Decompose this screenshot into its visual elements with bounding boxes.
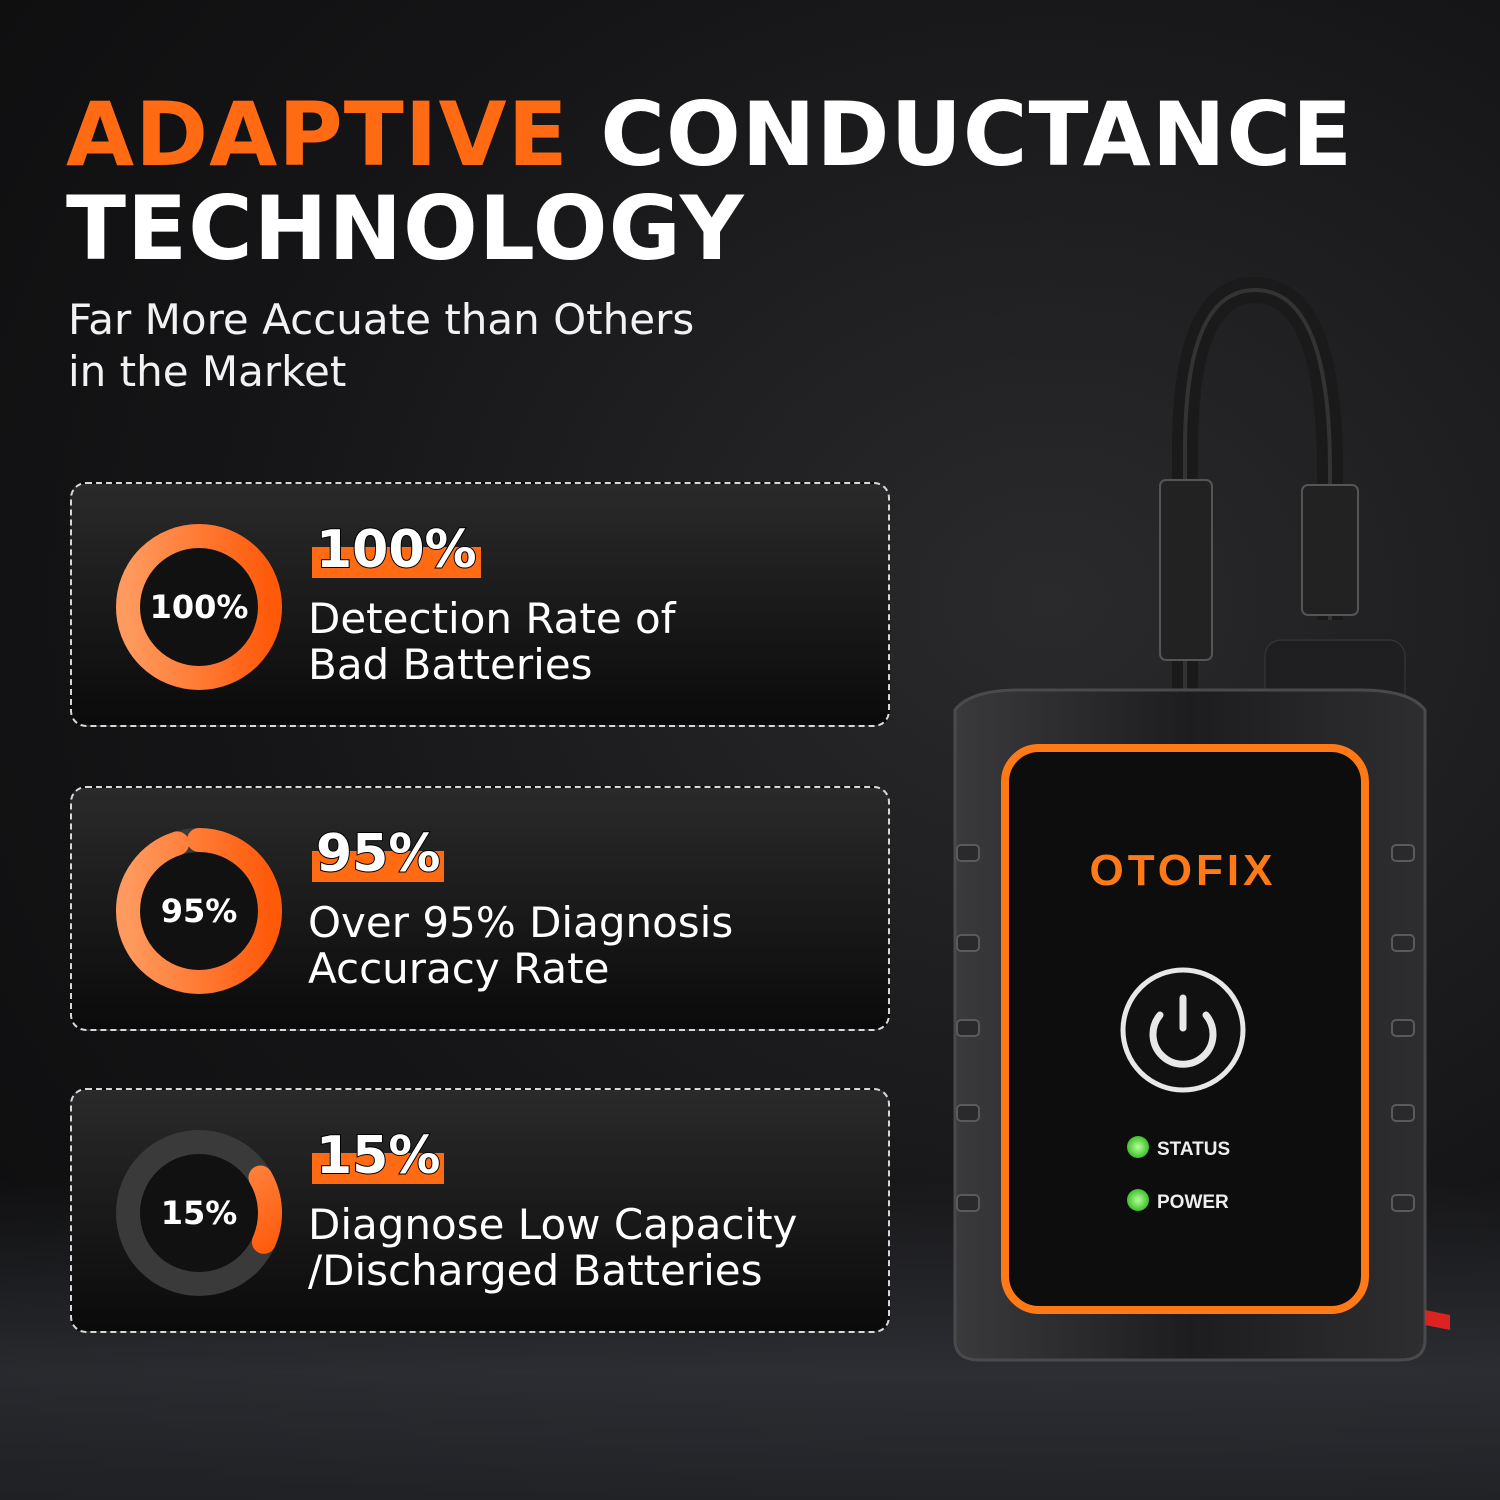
progress-ring: [116, 1130, 282, 1296]
progress-ring: [116, 828, 282, 994]
desc-line: Accuracy Rate: [308, 944, 610, 993]
desc-line: Bad Batteries: [308, 640, 593, 689]
cable-strain-relief: [1159, 479, 1359, 661]
battery-tester-device: OTOFIX STATUS POWER: [930, 270, 1450, 1394]
power-label: POWER: [1157, 1192, 1229, 1213]
desc-line: /Discharged Batteries: [308, 1246, 763, 1295]
progress-ring: [116, 524, 282, 690]
stat-headline: 100%: [312, 521, 481, 579]
desc-line: Diagnose Low Capacity: [308, 1200, 798, 1249]
power-button[interactable]: [1120, 967, 1246, 1093]
desc-line: Over 95% Diagnosis: [308, 898, 734, 947]
headline: ADAPTIVE CONDUCTANCE TECHNOLOGY: [66, 88, 1353, 276]
stat-description: Over 95% Diagnosis Accuracy Rate: [308, 900, 733, 992]
ring-progress-arc: [116, 828, 282, 994]
status-led-icon: [1127, 1136, 1149, 1158]
status-label: STATUS: [1157, 1139, 1230, 1160]
ring-label: 100%: [149, 588, 249, 626]
stat-card: 95% 95% Over 95% Diagnosis Accuracy Rate: [70, 786, 890, 1031]
subtitle-line2: in the Market: [68, 347, 347, 396]
stat-description: Detection Rate of Bad Batteries: [308, 596, 676, 688]
brand-logo: OTOFIX: [1090, 846, 1277, 895]
ring-label: 95%: [160, 892, 238, 930]
power-icon: [1149, 1011, 1217, 1068]
headline-line1: CONDUCTANCE: [600, 83, 1354, 186]
ring-progress-arc: [116, 1130, 282, 1296]
headline-highlight: ADAPTIVE: [66, 83, 569, 186]
stat-card: 100% 100% Detection Rate of Bad Batteries: [70, 482, 890, 727]
stat-headline: 95%: [312, 825, 445, 883]
red-clamp-wire: [1425, 1310, 1450, 1330]
stat-description: Diagnose Low Capacity/Discharged Batteri…: [308, 1202, 797, 1294]
ring-progress-arc: [116, 524, 282, 690]
subtitle: Far More Accuate than Others in the Mark…: [68, 294, 694, 398]
stat-card: 15% 15% Diagnose Low Capacity/Discharged…: [70, 1088, 890, 1333]
stat-headline: 15%: [312, 1127, 445, 1185]
headline-line2: TECHNOLOGY: [66, 177, 745, 280]
power-led-icon: [1127, 1189, 1149, 1211]
desc-line: Detection Rate of: [308, 594, 676, 643]
subtitle-line1: Far More Accuate than Others: [68, 295, 695, 344]
ring-label: 15%: [160, 1194, 238, 1232]
